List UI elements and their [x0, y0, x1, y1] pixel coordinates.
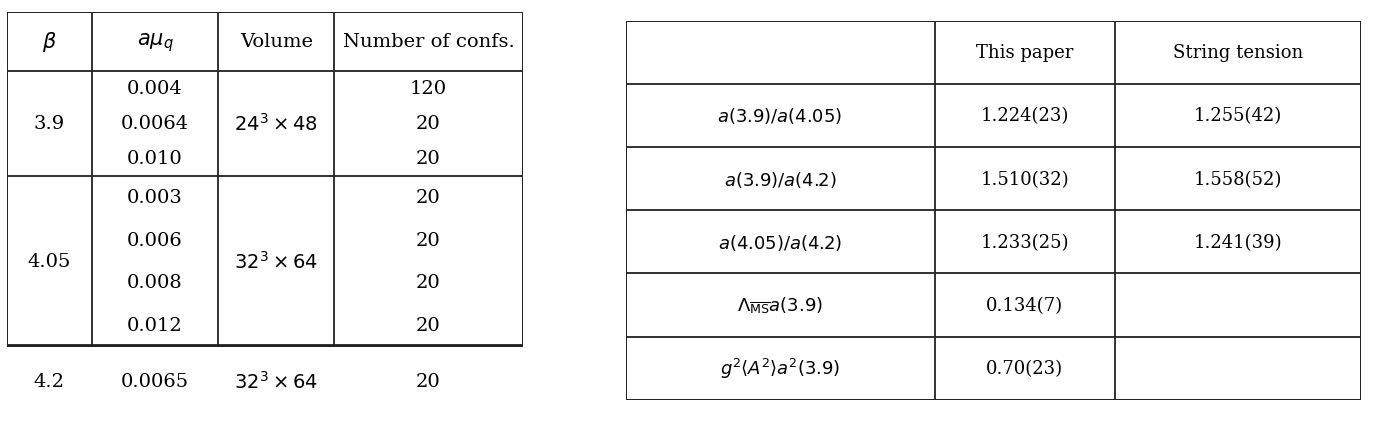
Text: $a(4.05)/a(4.2)$: $a(4.05)/a(4.2)$ [718, 232, 843, 252]
Text: $\beta$: $\beta$ [43, 30, 56, 54]
Text: $\Lambda_{\overline{\rm MS}}a(3.9)$: $\Lambda_{\overline{\rm MS}}a(3.9)$ [737, 295, 824, 316]
Text: 0.134(7): 0.134(7) [986, 296, 1063, 314]
Text: 0.010: 0.010 [128, 150, 183, 168]
Text: $24^3 \times 48$: $24^3 \times 48$ [235, 113, 318, 135]
Text: $a(3.9)/a(4.2)$: $a(3.9)/a(4.2)$ [723, 169, 836, 189]
Text: Number of confs.: Number of confs. [342, 33, 514, 51]
Text: 20: 20 [417, 316, 441, 334]
Text: String tension: String tension [1173, 44, 1304, 62]
Text: 20: 20 [417, 273, 441, 292]
Text: 3.9: 3.9 [34, 115, 65, 133]
Text: 20: 20 [417, 372, 441, 390]
Text: 1.558(52): 1.558(52) [1194, 170, 1283, 188]
Text: 0.0065: 0.0065 [121, 372, 190, 390]
Text: 0.008: 0.008 [128, 273, 183, 292]
Text: 0.012: 0.012 [128, 316, 183, 334]
Text: $g^2\langle A^2\rangle a^2(3.9)$: $g^2\langle A^2\rangle a^2(3.9)$ [720, 356, 840, 381]
Text: This paper: This paper [976, 44, 1074, 62]
Text: 4.05: 4.05 [28, 252, 72, 270]
Text: 1.255(42): 1.255(42) [1194, 107, 1282, 125]
Text: 20: 20 [417, 231, 441, 249]
Text: 20: 20 [417, 189, 441, 207]
Text: 0.0064: 0.0064 [121, 115, 190, 133]
Text: 4.2: 4.2 [34, 372, 65, 390]
Text: 0.70(23): 0.70(23) [986, 359, 1063, 378]
Text: 20: 20 [417, 150, 441, 168]
Text: 0.006: 0.006 [128, 231, 183, 249]
Text: 0.004: 0.004 [128, 80, 183, 98]
Text: 20: 20 [417, 115, 441, 133]
Text: $32^3 \times 64$: $32^3 \times 64$ [234, 250, 318, 272]
Text: $a\mu_q$: $a\mu_q$ [136, 31, 173, 54]
Text: 0.003: 0.003 [126, 189, 183, 207]
Text: 1.241(39): 1.241(39) [1194, 233, 1283, 251]
Bar [7, 13, 522, 346]
Text: $a(3.9)/a(4.05)$: $a(3.9)/a(4.05)$ [718, 106, 843, 126]
Text: 120: 120 [410, 80, 447, 98]
Text: Volume: Volume [239, 33, 312, 51]
Text: 1.233(25): 1.233(25) [980, 233, 1068, 251]
Text: 1.510(32): 1.510(32) [980, 170, 1068, 188]
Text: 1.224(23): 1.224(23) [980, 107, 1068, 125]
Text: $32^3 \times 64$: $32^3 \times 64$ [234, 370, 318, 392]
